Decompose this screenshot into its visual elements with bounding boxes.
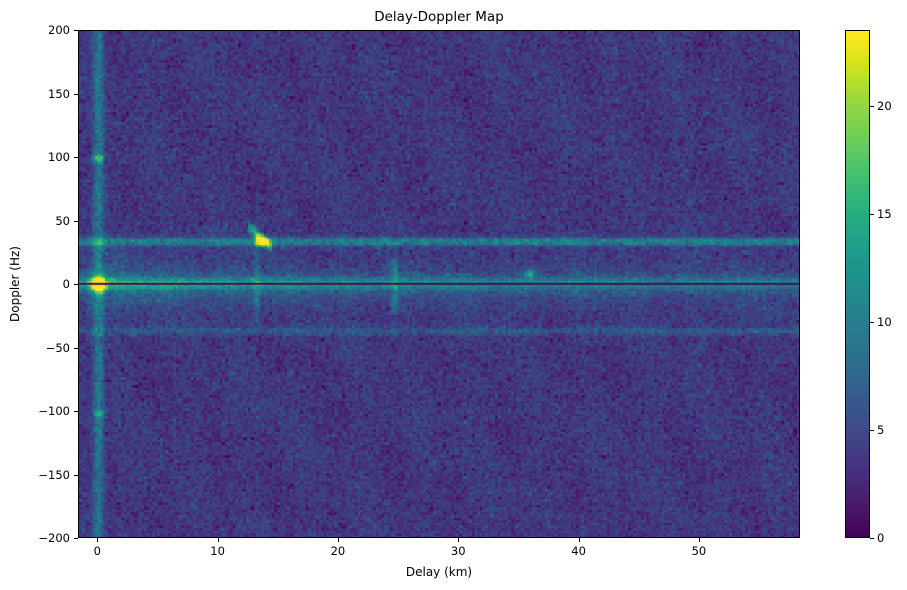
- y-tick-label: 150: [48, 86, 70, 101]
- colorbar-tick-label: 10: [877, 314, 892, 329]
- y-tick-mark: [74, 411, 78, 412]
- x-tick-mark: [578, 538, 580, 542]
- y-tick-label: 100: [48, 150, 70, 164]
- x-tick-label: 40: [571, 544, 586, 558]
- colorbar-gradient: [845, 30, 870, 538]
- x-tick-label: 10: [210, 544, 225, 558]
- x-tick-label: 20: [330, 544, 346, 558]
- y-tick-mark: [74, 284, 78, 285]
- y-tick-mark: [74, 30, 78, 31]
- colorbar-tick-label: 5: [877, 422, 885, 437]
- colorbar-tick-mark: [870, 105, 874, 107]
- y-tick-label: 200: [48, 23, 70, 37]
- page-title: Delay-Doppler Map: [374, 9, 504, 25]
- y-tick-mark: [74, 474, 78, 476]
- heatmap-image: [79, 31, 799, 537]
- y-tick-label: −200: [38, 531, 70, 545]
- x-tick-mark: [458, 538, 460, 542]
- x-tick-mark: [97, 538, 99, 542]
- colorbar[interactable]: 0 5 10 15 20: [845, 30, 892, 545]
- y-tick-label: 50: [55, 213, 70, 228]
- colorbar-tick-mark: [870, 321, 874, 323]
- x-axis-label: Delay (km): [405, 565, 473, 579]
- colorbar-tick-label: 15: [877, 206, 892, 221]
- y-tick-label: 0: [62, 277, 70, 291]
- y-axis-label: Doppler (Hz): [8, 246, 22, 322]
- x-tick-mark: [337, 538, 339, 542]
- y-tick-mark: [74, 157, 78, 158]
- colorbar-tick-mark: [870, 213, 874, 215]
- x-tick-label: 30: [450, 544, 466, 558]
- colorbar-tick-mark: [870, 538, 874, 539]
- y-tick-label: −100: [38, 404, 70, 418]
- x-tick-mark: [698, 538, 700, 542]
- colorbar-tick-label: 0: [877, 531, 885, 545]
- colorbar-tick-mark: [870, 429, 874, 431]
- x-tick-label: 0: [93, 544, 101, 558]
- delay-doppler-heatmap-axes[interactable]: [78, 30, 800, 538]
- y-tick-mark: [74, 347, 78, 349]
- y-tick-mark: [74, 93, 78, 95]
- y-tick-mark: [74, 220, 78, 222]
- y-tick-mark: [74, 538, 78, 539]
- colorbar-tick-label: 20: [877, 98, 892, 113]
- x-tick-mark: [217, 538, 219, 542]
- x-tick-label: 50: [691, 544, 707, 558]
- y-tick-label: −150: [38, 467, 70, 482]
- y-tick-label: −50: [45, 340, 70, 355]
